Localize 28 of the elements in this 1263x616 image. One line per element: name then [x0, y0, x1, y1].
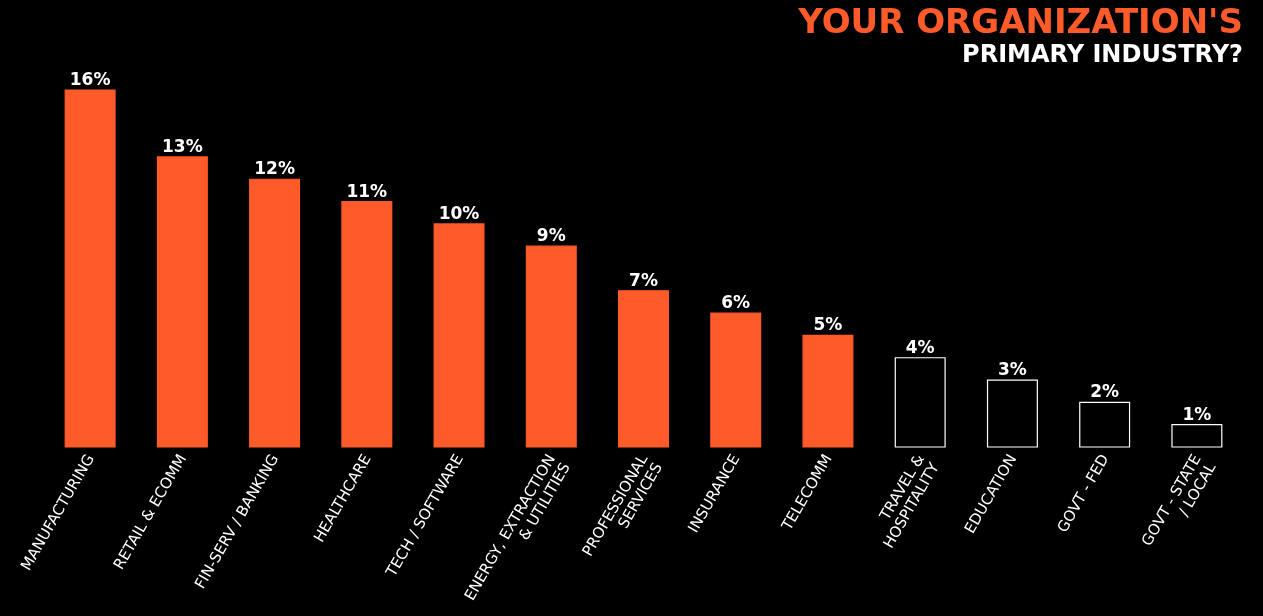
bar [710, 312, 762, 448]
data-label: 11% [346, 180, 388, 201]
bar [249, 178, 301, 448]
bar [64, 89, 116, 448]
bar [341, 200, 393, 448]
bar [1079, 401, 1131, 448]
data-label: 12% [254, 158, 295, 179]
bar [802, 334, 854, 448]
chart-title: YOUR ORGANIZATION'S [797, 1, 1243, 41]
bar [894, 357, 946, 448]
data-label: 6% [721, 292, 751, 313]
bar [433, 223, 485, 448]
data-label: 13% [161, 135, 203, 156]
bar [986, 379, 1038, 448]
data-label: 3% [997, 359, 1027, 380]
data-label: 7% [629, 269, 658, 290]
data-label: 1% [1182, 403, 1212, 424]
data-label: 4% [905, 336, 935, 357]
data-label: 2% [1090, 381, 1120, 402]
bar [1171, 424, 1223, 448]
bar [525, 245, 577, 448]
data-label: 10% [438, 202, 480, 223]
data-label: 9% [536, 225, 566, 246]
bar [618, 290, 669, 448]
data-label: 5% [813, 314, 843, 335]
data-label: 16% [69, 69, 111, 89]
bar [156, 156, 208, 448]
chart-subtitle: PRIMARY INDUSTRY? [962, 40, 1243, 68]
